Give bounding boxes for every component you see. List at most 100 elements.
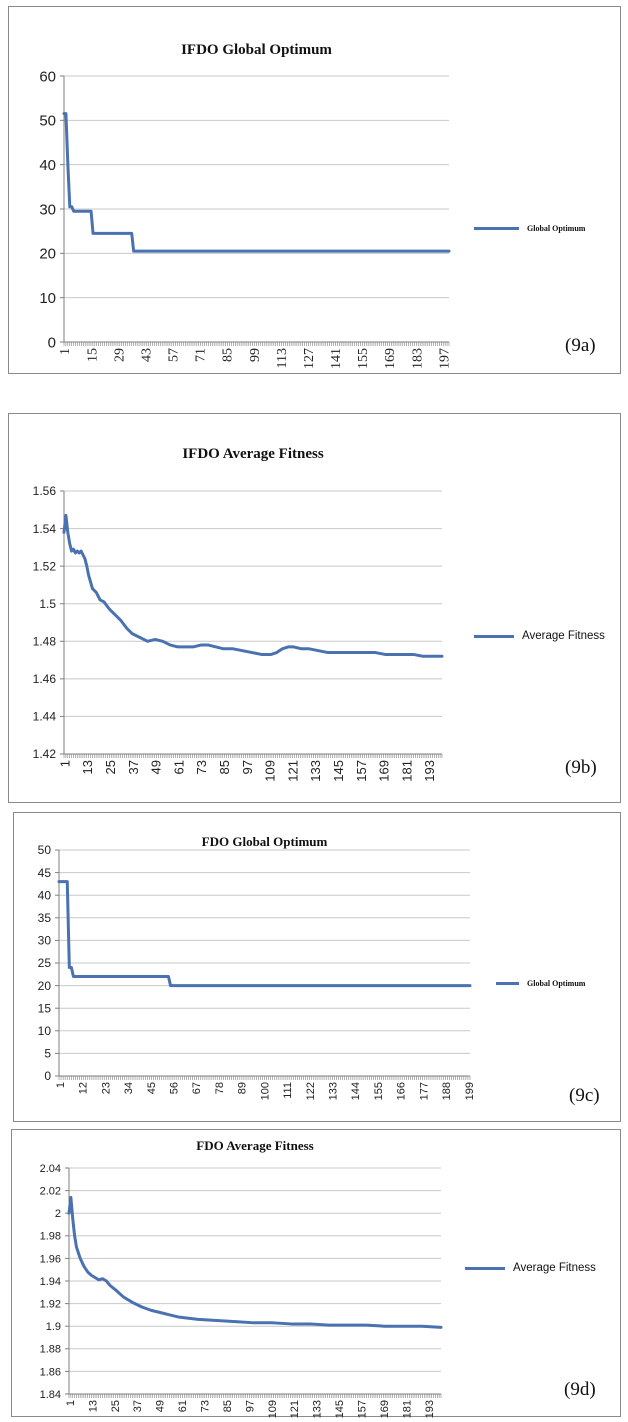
x-tick-label: 71 [194, 348, 209, 362]
legend-9c-label: Global Optimum [527, 979, 586, 988]
x-tick-label: 157 [354, 760, 369, 782]
x-tick-label: 144 [350, 1082, 362, 1100]
x-tick-label: 97 [244, 1400, 256, 1412]
x-tick-label: 122 [305, 1082, 317, 1100]
y-tick-label: 1.44 [33, 710, 57, 724]
y-tick-label: 1.52 [33, 559, 57, 573]
y-tick-label: 15 [38, 1001, 52, 1015]
x-tick-label: 1 [58, 348, 73, 355]
x-tick-label: 61 [171, 760, 186, 774]
x-tick-label: 183 [410, 348, 425, 369]
x-tick-label: 141 [329, 348, 344, 369]
y-tick-label: 2.02 [40, 1185, 61, 1197]
y-tick-label: 1.96 [40, 1253, 61, 1265]
x-tick-label: 57 [167, 348, 182, 362]
y-tick-label: 1.86 [40, 1366, 61, 1378]
chart-panel-9c: FDO Global Optimum 0 5 10 15 20 25 30 35 40 45 50 1 1… [13, 812, 621, 1122]
chart-9b-svg: IFDO Average Fitness 1.42 1.44 1.46 1.48 1.5 1… [33, 446, 444, 782]
x-tick-label: 56 [168, 1082, 180, 1094]
legend-9a-label: Global Optimum [527, 224, 586, 233]
y-tick-label: 45 [38, 866, 52, 880]
x-tick-label: 15 [85, 348, 100, 362]
x-tick-label: 34 [123, 1082, 135, 1094]
legend-9c-swatch [496, 982, 519, 985]
y-tick-label: 60 [39, 68, 56, 85]
x-tick-label: 155 [356, 348, 371, 369]
x-tick-label: 193 [424, 1400, 436, 1418]
x-tick-label: 109 [267, 1400, 279, 1418]
chart-panel-9b: IFDO Average Fitness 1.42 1.44 1.46 1.48 1.5 1… [8, 413, 621, 803]
chart-1-title: IFDO Average Fitness [182, 446, 324, 462]
x-tick-label: 25 [103, 760, 118, 774]
x-tick-label: 177 [418, 1082, 430, 1100]
legend-9a-swatch [474, 227, 519, 230]
y-tick-label: 30 [39, 201, 56, 218]
x-tick-label: 121 [289, 1400, 301, 1418]
chart-9d-svg: FDO Average Fitness 1.84 1.86 1.88 1.9 1.92 1.… [40, 1138, 443, 1418]
x-tick-label: 37 [132, 1400, 144, 1412]
x-tick-label: 169 [377, 760, 392, 782]
y-tick-label: 1.5 [39, 597, 56, 611]
x-category-ticks [63, 754, 443, 758]
x-tick-label: 133 [308, 760, 323, 782]
y-tick-label: 1.46 [33, 672, 57, 686]
x-tick-label: 89 [237, 1082, 249, 1094]
x-tick-label: 99 [248, 348, 263, 362]
y-tick-label: 0 [48, 334, 56, 351]
x-tick-label: 169 [383, 348, 398, 369]
x-tick-label: 113 [275, 348, 290, 368]
legend-9c: Global Optimum [496, 979, 585, 988]
y-tick-label: 40 [38, 888, 52, 902]
x-tick-label: 97 [240, 760, 255, 774]
x-tick-label: 193 [422, 760, 437, 782]
chart-panel-9d: FDO Average Fitness 1.84 1.86 1.88 1.9 1.92 1.… [11, 1129, 621, 1418]
y-tick-label: 20 [39, 246, 56, 263]
x-tick-label: 121 [285, 760, 300, 782]
panel-label-9a: (9a) [565, 335, 596, 356]
x-tick-label: 155 [373, 1082, 385, 1100]
chart-0-title: IFDO Global Optimum [181, 42, 332, 58]
x-tick-label: 67 [191, 1082, 203, 1094]
x-tick-label: 169 [379, 1400, 391, 1418]
x-tick-label: 23 [100, 1082, 112, 1094]
x-category-ticks [58, 1076, 471, 1080]
y-tick-label: 35 [38, 911, 52, 925]
panel-label-9c: (9c) [569, 1085, 600, 1106]
x-tick-label: 197 [437, 348, 452, 369]
x-tick-label: 199 [464, 1082, 476, 1100]
x-tick-label: 181 [401, 1400, 413, 1418]
y-tick-label: 2.04 [40, 1163, 61, 1175]
x-tick-label: 166 [396, 1082, 408, 1100]
chart-3-title: FDO Average Fitness [196, 1138, 313, 1153]
x-tick-label: 157 [357, 1400, 369, 1418]
y-tick-label: 40 [39, 157, 56, 174]
x-tick-label: 145 [334, 1400, 346, 1418]
x-tick-label: 43 [139, 348, 154, 362]
x-tick-label: 145 [331, 760, 346, 782]
x-tick-label: 85 [217, 760, 232, 774]
x-tick-label: 37 [126, 760, 141, 774]
y-tick-label: 1.42 [33, 747, 57, 761]
y-tick-label: 1.48 [33, 634, 57, 648]
legend-9b-swatch [474, 634, 514, 638]
x-tick-label: 12 [78, 1082, 90, 1094]
y-tick-label: 1.84 [40, 1389, 61, 1401]
chart-2-title: FDO Global Optimum [202, 834, 328, 849]
y-tick-label: 1.88 [40, 1344, 61, 1356]
x-tick-label: 133 [328, 1082, 340, 1100]
y-tick-label: 2 [55, 1208, 61, 1220]
x-tick-label: 111 [282, 1082, 294, 1099]
legend-9a: Global Optimum [474, 224, 585, 233]
y-tick-label: 1.9 [46, 1321, 61, 1333]
x-tick-label: 109 [263, 760, 278, 782]
x-tick-label: 1 [57, 760, 72, 767]
x-tick-label: 73 [199, 1400, 211, 1412]
x-tick-label: 13 [80, 760, 95, 774]
legend-9b-label: Average Fitness [522, 630, 605, 642]
y-tick-label: 25 [38, 956, 52, 970]
y-tick-label: 50 [38, 843, 52, 857]
series-line-global-optimum [62, 112, 451, 253]
series-line-global-optimum [57, 880, 472, 988]
y-tick-label: 1.54 [33, 522, 57, 536]
y-tick-label: 0 [44, 1069, 51, 1083]
